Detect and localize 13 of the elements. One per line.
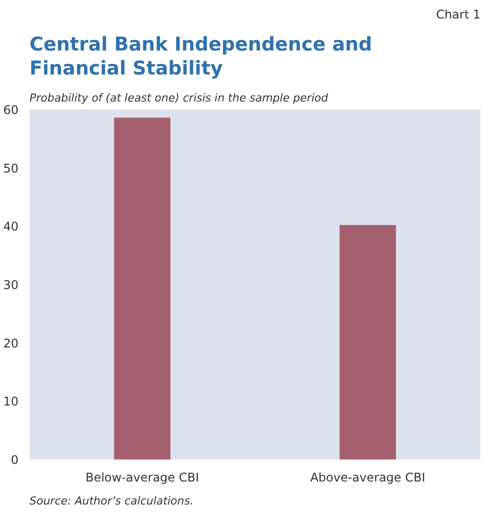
y-tick-label: 20 — [3, 336, 19, 350]
y-tick-label: 0 — [10, 453, 19, 467]
y-tick-label: 50 — [3, 161, 19, 176]
y-tick-label: 30 — [3, 278, 19, 292]
chart-title: Central Bank Independence and Financial Stability — [30, 33, 372, 80]
caption: Chart 1 — [436, 8, 481, 22]
x-tick-label: Below-average CBI — [85, 470, 200, 484]
y-tick-label: 10 — [3, 394, 19, 409]
y-tick-label: 40 — [3, 220, 19, 234]
y-tick-label: 60 — [3, 103, 19, 117]
source-note: Source: Author’s calculations. — [30, 494, 194, 508]
x-tick-label: Above-average CBI — [310, 470, 426, 484]
chart-subtitle: Probability of (at least one) crisis in the sample period — [30, 92, 330, 104]
